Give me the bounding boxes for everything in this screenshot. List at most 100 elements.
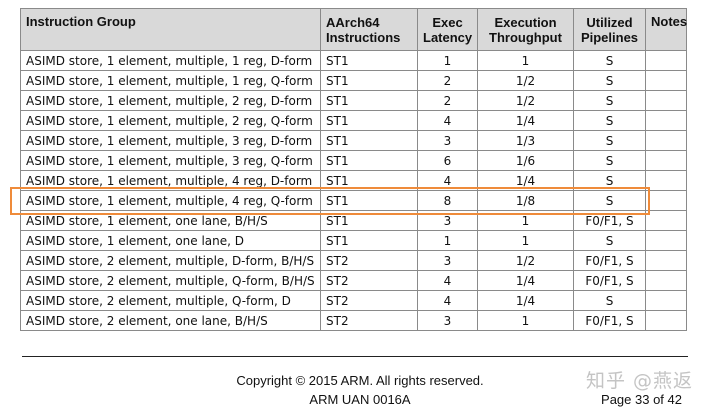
table-row: ASIMD store, 1 element, multiple, 1 reg,… <box>20 50 687 71</box>
table-row: ASIMD store, 2 element, multiple, Q-form… <box>20 270 687 291</box>
instruction-group-cell: ASIMD store, 2 element, one lane, B/H/S <box>20 310 321 331</box>
aarch64-instruction-cell: ST1 <box>320 210 418 231</box>
table-row: ASIMD store, 2 element, multiple, Q-form… <box>20 290 687 311</box>
exec-latency-cell: 2 <box>417 90 478 111</box>
notes-cell <box>645 190 687 211</box>
table-row: ASIMD store, 1 element, multiple, 4 reg,… <box>20 170 687 191</box>
table-row: ASIMD store, 2 element, one lane, B/H/S S… <box>20 310 687 331</box>
table-body: ASIMD store, 1 element, multiple, 1 reg,… <box>20 50 687 331</box>
table-row: ASIMD store, 1 element, multiple, 3 reg,… <box>20 130 687 151</box>
aarch64-instruction-cell: ST1 <box>320 110 418 131</box>
exec-latency-cell: 3 <box>417 310 478 331</box>
notes-cell <box>645 110 687 131</box>
aarch64-instruction-cell: ST2 <box>320 250 418 271</box>
header-notes: Notes <box>645 8 687 51</box>
table-row: ASIMD store, 1 element, one lane, B/H/S S… <box>20 210 687 231</box>
utilized-pipelines-cell: S <box>573 190 646 211</box>
instruction-group-cell: ASIMD store, 1 element, multiple, 2 reg,… <box>20 110 321 131</box>
header-utilized-pipelines: Utilized Pipelines <box>573 8 646 51</box>
aarch64-instruction-cell: ST2 <box>320 290 418 311</box>
notes-cell <box>645 210 687 231</box>
notes-cell <box>645 50 687 71</box>
footer-page-number: Page 33 of 42 <box>601 392 682 407</box>
exec-latency-cell: 4 <box>417 270 478 291</box>
aarch64-instruction-cell: ST2 <box>320 270 418 291</box>
notes-cell <box>645 70 687 91</box>
utilized-pipelines-cell: S <box>573 290 646 311</box>
utilized-pipelines-cell: S <box>573 90 646 111</box>
exec-latency-cell: 3 <box>417 250 478 271</box>
notes-cell <box>645 90 687 111</box>
aarch64-instruction-cell: ST1 <box>320 190 418 211</box>
instruction-group-cell: ASIMD store, 1 element, multiple, 3 reg,… <box>20 130 321 151</box>
exec-latency-cell: 6 <box>417 150 478 171</box>
utilized-pipelines-cell: F0/F1, S <box>573 310 646 331</box>
utilized-pipelines-cell: S <box>573 150 646 171</box>
execution-throughput-cell: 1/4 <box>477 170 574 191</box>
aarch64-instruction-cell: ST1 <box>320 70 418 91</box>
execution-throughput-cell: 1 <box>477 210 574 231</box>
table-row: ASIMD store, 2 element, multiple, D-form… <box>20 250 687 271</box>
exec-latency-cell: 4 <box>417 170 478 191</box>
notes-cell <box>645 290 687 311</box>
instruction-table-container: Instruction Group AArch64 Instructions E… <box>20 8 687 331</box>
header-exec-latency: Exec Latency <box>417 8 478 51</box>
execution-throughput-cell: 1/4 <box>477 110 574 131</box>
utilized-pipelines-cell: F0/F1, S <box>573 210 646 231</box>
aarch64-instruction-cell: ST1 <box>320 130 418 151</box>
table-header-row: Instruction Group AArch64 Instructions E… <box>20 8 687 51</box>
exec-latency-cell: 4 <box>417 290 478 311</box>
aarch64-instruction-cell: ST1 <box>320 230 418 251</box>
watermark: 知乎 @燕返 <box>586 370 694 392</box>
footer-copyright: Copyright © 2015 ARM. All rights reserve… <box>236 373 484 388</box>
exec-latency-cell: 3 <box>417 210 478 231</box>
utilized-pipelines-cell: F0/F1, S <box>573 250 646 271</box>
table-row: ASIMD store, 1 element, multiple, 1 reg,… <box>20 70 687 91</box>
exec-latency-cell: 2 <box>417 70 478 91</box>
aarch64-instruction-cell: ST1 <box>320 170 418 191</box>
aarch64-instruction-cell: ST1 <box>320 50 418 71</box>
instruction-group-cell: ASIMD store, 1 element, one lane, B/H/S <box>20 210 321 231</box>
utilized-pipelines-cell: S <box>573 50 646 71</box>
table-row: ASIMD store, 1 element, one lane, D ST1 1 1… <box>20 230 687 251</box>
notes-cell <box>645 250 687 271</box>
instruction-group-cell: ASIMD store, 1 element, multiple, 4 reg,… <box>20 170 321 191</box>
instruction-group-cell: ASIMD store, 1 element, multiple, 3 reg,… <box>20 150 321 171</box>
utilized-pipelines-cell: S <box>573 230 646 251</box>
instruction-group-cell: ASIMD store, 2 element, multiple, Q-form… <box>20 270 321 291</box>
header-execution-throughput: Execution Throughput <box>477 8 574 51</box>
execution-throughput-cell: 1/2 <box>477 90 574 111</box>
table-row: ASIMD store, 1 element, multiple, 2 reg,… <box>20 90 687 111</box>
utilized-pipelines-cell: S <box>573 130 646 151</box>
header-instruction-group: Instruction Group <box>20 8 321 51</box>
table-row: ASIMD store, 1 element, multiple, 2 reg,… <box>20 110 687 131</box>
instruction-group-cell: ASIMD store, 1 element, one lane, D <box>20 230 321 251</box>
instruction-table: Instruction Group AArch64 Instructions E… <box>20 8 687 331</box>
notes-cell <box>645 130 687 151</box>
execution-throughput-cell: 1/4 <box>477 270 574 291</box>
exec-latency-cell: 4 <box>417 110 478 131</box>
instruction-group-cell: ASIMD store, 2 element, multiple, D-form… <box>20 250 321 271</box>
execution-throughput-cell: 1 <box>477 230 574 251</box>
notes-cell <box>645 310 687 331</box>
execution-throughput-cell: 1/4 <box>477 290 574 311</box>
aarch64-instruction-cell: ST1 <box>320 90 418 111</box>
notes-cell <box>645 150 687 171</box>
execution-throughput-cell: 1/2 <box>477 70 574 91</box>
notes-cell <box>645 170 687 191</box>
notes-cell <box>645 270 687 291</box>
aarch64-instruction-cell: ST2 <box>320 310 418 331</box>
exec-latency-cell: 1 <box>417 50 478 71</box>
utilized-pipelines-cell: S <box>573 70 646 91</box>
footer-divider <box>22 356 688 357</box>
instruction-group-cell: ASIMD store, 1 element, multiple, 2 reg,… <box>20 90 321 111</box>
instruction-group-cell: ASIMD store, 1 element, multiple, 1 reg,… <box>20 50 321 71</box>
table-row: ASIMD store, 1 element, multiple, 3 reg,… <box>20 150 687 171</box>
execution-throughput-cell: 1/6 <box>477 150 574 171</box>
utilized-pipelines-cell: S <box>573 110 646 131</box>
notes-cell <box>645 230 687 251</box>
instruction-group-cell: ASIMD store, 2 element, multiple, Q-form… <box>20 290 321 311</box>
execution-throughput-cell: 1 <box>477 310 574 331</box>
exec-latency-cell: 3 <box>417 130 478 151</box>
execution-throughput-cell: 1 <box>477 50 574 71</box>
